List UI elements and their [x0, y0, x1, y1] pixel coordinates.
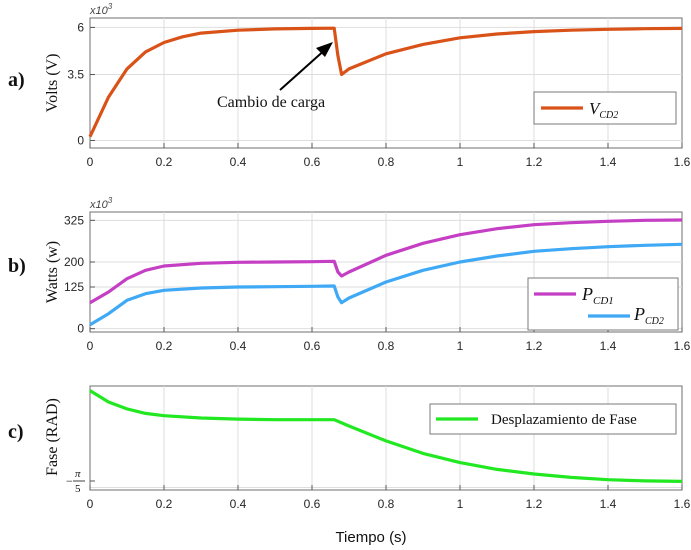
neg-sign: −: [66, 474, 73, 488]
panel-a-y-tick-label: 3.5: [67, 68, 84, 82]
panel-c-label: c): [8, 421, 24, 443]
panel-a-x-tick-label: 0.6: [304, 155, 321, 169]
series-p-cd2-line: [89, 242, 683, 327]
legend-p-cd1-label: PCD1: [581, 284, 614, 307]
panel-a-x-tick-label: 0.2: [156, 155, 173, 169]
panel-b-ticks: 0 0.2 0.4 0.6 0.8 1 1.2 1.4 1.6 325 200 125 0: [64, 213, 691, 353]
panel-a-ticks: 0 0.2 0.4 0.6 0.8 1 1.2 1.4 1.6 6 3.5 0: [67, 20, 690, 169]
legend-p-cd2-label: PCD2: [633, 304, 664, 327]
panel-a-y-multiplier: x103: [89, 2, 113, 17]
panel-a-y-axis-label: Volts (V): [44, 54, 61, 113]
panel-b-y-multiplier: x103: [89, 196, 113, 211]
panel-c-x-tick-label: 0.8: [378, 497, 395, 511]
panel-a-y-tick-label: 6: [77, 20, 84, 34]
frac-denominator: 5: [75, 483, 81, 495]
panel-c-x-tick-label: 1.4: [600, 497, 617, 511]
panel-c-x-tick-label: 1: [457, 497, 464, 511]
panel-b-legend: PCD1 PCD2: [527, 277, 679, 331]
panel-b-x-tick-label: 1: [457, 339, 464, 353]
panel-c-ticks: 0 0.2 0.4 0.6 0.8 1 1.2 1.4 1.6: [87, 485, 691, 511]
panel-c-legend: Desplazamiento de Fase: [429, 403, 677, 435]
panel-a-x-tick-label: 1.4: [600, 155, 617, 169]
panel-a-multiplier-base: x10: [89, 5, 109, 17]
panel-b-y-tick-label: 325: [64, 213, 84, 227]
panel-b-x-tick-label: 1.6: [674, 339, 691, 353]
panel-c-y-axis-label: Fase (RAD): [44, 398, 61, 476]
legend-phase-shift-label: Desplazamiento de Fase: [491, 412, 637, 428]
panel-c-x-tick-label: 0.2: [156, 497, 173, 511]
panel-a-annotation: Cambio de carga: [217, 42, 333, 111]
panel-a-x-tick-label: 1.2: [526, 155, 543, 169]
panel-b-x-tick-label: 1.4: [600, 339, 617, 353]
panel-a-y-tick-label: 0: [77, 133, 84, 147]
panel-b-multiplier-base: x10: [89, 199, 109, 211]
series-phase-shift-line: [89, 389, 683, 483]
series-v-cd2-line: [88, 26, 683, 138]
annotation-arrow-head: [316, 42, 333, 57]
panel-a: 0 0.2 0.4 0.6 0.8 1 1.2 1.4 1.6 6 3.5 0 a) Volts (V…: [8, 2, 691, 169]
panel-c-x-tick-label: 1.6: [674, 497, 691, 511]
legend-v-cd2-label: VCD2: [589, 99, 618, 121]
panel-c-x-tick-label: 0.4: [230, 497, 247, 511]
panel-c-x-tick-label: 0: [87, 497, 94, 511]
annotation-cambio-de-carga: Cambio de carga: [217, 94, 325, 111]
panel-b-x-tick-label: 0.2: [156, 339, 173, 353]
panel-a-x-tick-label: 0.4: [230, 155, 247, 169]
panel-b-x-tick-label: 1.2: [526, 339, 543, 353]
panel-b-y-tick-label: 0: [77, 322, 84, 336]
panel-b: 0 0.2 0.4 0.6 0.8 1 1.2 1.4 1.6 325 200 125 0 b) Wat…: [8, 196, 691, 353]
panel-b-multiplier-exp: 3: [108, 196, 113, 205]
panel-a-label: a): [8, 69, 25, 91]
panel-a-x-tick-label: 1: [457, 155, 464, 169]
annotation-arrow-shaft: [279, 47, 328, 91]
frac-numerator: π: [75, 468, 81, 480]
series-p-cd1-line: [89, 218, 683, 305]
panel-b-y-tick-label: 125: [64, 280, 84, 294]
panel-b-y-axis-label: Watts (w): [44, 241, 61, 303]
panel-c-x-tick-label: 0.6: [304, 497, 321, 511]
panel-a-legend: VCD2: [533, 91, 677, 125]
panel-a-x-tick-label: 0.8: [378, 155, 395, 169]
panel-c-y-tick-neg-pi-over-5: − π 5: [66, 468, 95, 495]
panel-b-x-tick-label: 0.4: [230, 339, 247, 353]
panel-b-y-tick-label: 200: [64, 255, 84, 269]
panel-a-x-tick-label: 0: [87, 155, 94, 169]
panel-c-x-tick-label: 1.2: [526, 497, 543, 511]
panel-a-x-tick-label: 1.6: [674, 155, 691, 169]
panel-b-x-tick-label: 0.6: [304, 339, 321, 353]
panel-b-label: b): [8, 255, 26, 277]
panel-b-legend-box: [527, 277, 679, 331]
panel-b-x-tick-label: 0.8: [378, 339, 395, 353]
panel-b-x-tick-label: 0: [87, 339, 94, 353]
x-axis-label: Tiempo (s): [335, 529, 406, 546]
panel-a-multiplier-exp: 3: [108, 2, 113, 11]
panel-a-grid: [90, 18, 682, 148]
panel-c: 0 0.2 0.4 0.6 0.8 1 1.2 1.4 1.6 c) Fase (RAD) − …: [8, 385, 691, 511]
